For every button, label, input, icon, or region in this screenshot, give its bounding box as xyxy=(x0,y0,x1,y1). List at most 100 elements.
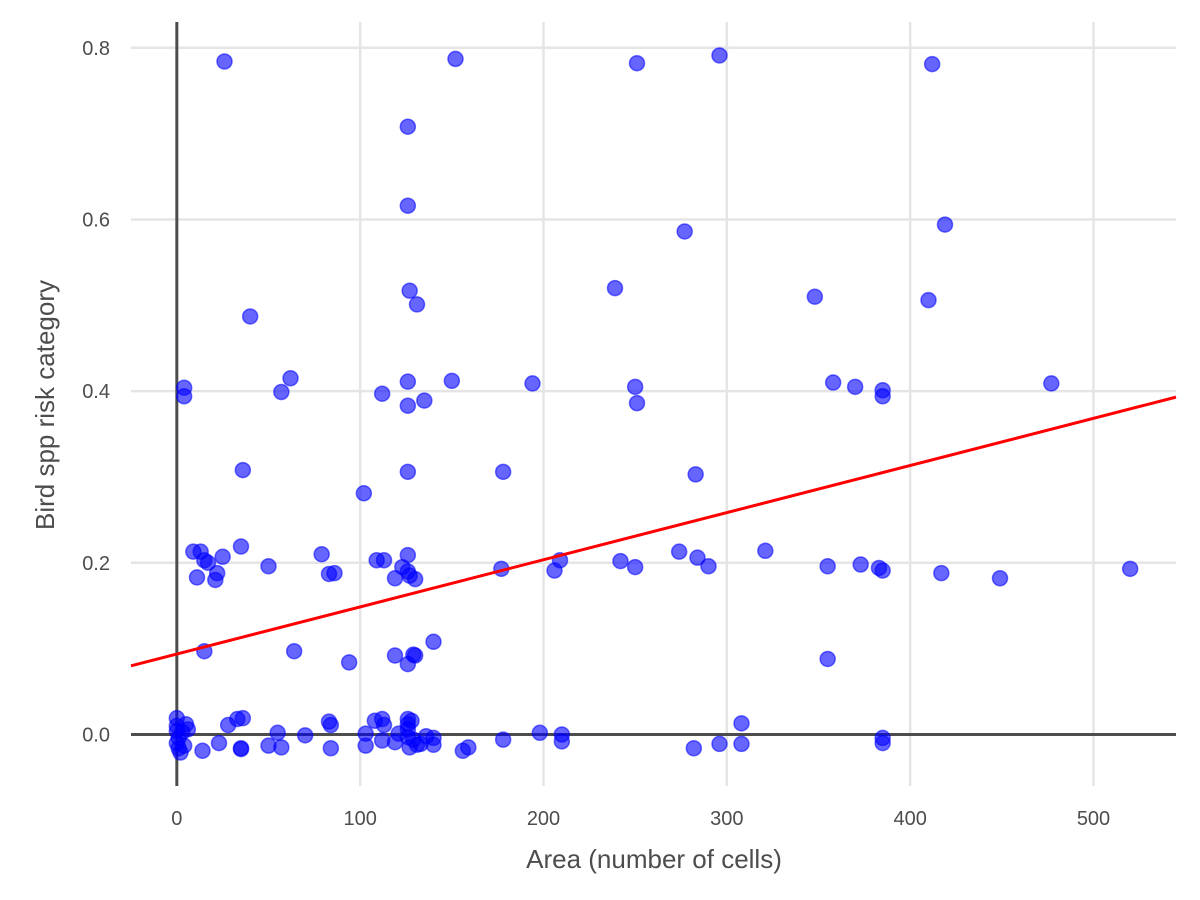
data-point xyxy=(373,385,391,402)
data-point xyxy=(416,392,433,409)
y-tick-label: 0.2 xyxy=(82,553,110,575)
data-point xyxy=(425,633,442,651)
data-point xyxy=(687,466,704,483)
data-point xyxy=(340,654,358,671)
data-point xyxy=(399,546,417,564)
data-point xyxy=(322,739,340,757)
data-point xyxy=(179,721,197,738)
data-point xyxy=(194,742,211,760)
data-point xyxy=(700,557,717,575)
x-tick-label: 100 xyxy=(343,808,376,830)
y-axis-title: Bird spp risk category xyxy=(30,280,60,530)
data-point xyxy=(626,558,644,576)
data-point xyxy=(357,737,374,754)
data-point xyxy=(399,197,417,214)
data-point xyxy=(920,291,937,309)
data-point xyxy=(273,383,290,401)
data-point xyxy=(208,564,226,582)
data-point xyxy=(628,54,646,72)
data-point xyxy=(933,564,950,582)
data-point xyxy=(991,570,1009,587)
data-point xyxy=(386,647,404,664)
data-point xyxy=(852,556,869,573)
y-tick-label: 0.6 xyxy=(82,209,110,231)
data-point xyxy=(460,739,477,756)
data-point xyxy=(175,737,193,754)
data-point xyxy=(447,50,464,68)
data-point xyxy=(874,388,891,405)
data-point xyxy=(273,739,290,756)
data-point xyxy=(628,394,646,412)
data-point xyxy=(322,716,340,734)
gridlines xyxy=(131,22,1176,786)
data-point xyxy=(375,551,393,569)
x-axis-ticks: 0 100 200 300 400 500 xyxy=(171,808,1110,830)
data-point xyxy=(234,709,252,727)
data-point xyxy=(670,543,688,560)
data-point xyxy=(1121,560,1139,578)
y-tick-label: 0.0 xyxy=(82,724,110,746)
data-point xyxy=(685,739,703,757)
data-point xyxy=(874,562,891,579)
data-point xyxy=(269,724,286,742)
data-points xyxy=(168,47,1139,761)
data-point xyxy=(846,378,864,396)
data-point xyxy=(923,55,941,73)
y-axis-ticks: 0.0 0.2 0.4 0.6 0.8 xyxy=(82,38,110,747)
plot-area xyxy=(130,22,1177,786)
data-point xyxy=(819,557,836,575)
data-point xyxy=(282,369,299,387)
data-point xyxy=(355,485,373,502)
data-point xyxy=(531,724,549,742)
data-point xyxy=(406,570,424,588)
data-point xyxy=(399,397,417,414)
reference-lines xyxy=(131,22,1176,786)
data-point xyxy=(399,373,417,390)
data-point xyxy=(874,734,891,752)
data-point xyxy=(676,223,693,240)
data-point xyxy=(403,712,420,730)
data-point xyxy=(553,733,571,750)
data-point xyxy=(214,548,231,566)
data-point xyxy=(260,557,277,575)
data-point xyxy=(234,461,252,479)
data-point xyxy=(216,53,233,70)
data-point xyxy=(626,378,644,396)
data-point xyxy=(806,288,824,305)
data-point xyxy=(733,715,750,732)
trend-line xyxy=(130,395,1177,668)
data-point xyxy=(232,740,250,758)
data-point xyxy=(399,463,417,481)
data-point xyxy=(375,716,393,734)
y-tick-label: 0.8 xyxy=(82,38,110,60)
x-tick-label: 500 xyxy=(1077,808,1110,830)
data-point xyxy=(326,564,343,582)
data-point xyxy=(936,216,954,233)
data-point xyxy=(612,552,629,570)
data-point xyxy=(711,47,728,64)
x-tick-label: 0 xyxy=(171,808,182,830)
data-point xyxy=(1043,375,1060,392)
data-point xyxy=(406,647,424,664)
data-point xyxy=(210,734,228,752)
data-point xyxy=(175,388,193,405)
data-point xyxy=(606,279,624,297)
data-point xyxy=(494,731,512,748)
data-point xyxy=(824,374,842,391)
data-point xyxy=(689,549,706,566)
data-point xyxy=(285,642,303,660)
data-point xyxy=(443,372,461,390)
data-point xyxy=(401,282,418,299)
x-axis-title: Area (number of cells) xyxy=(526,844,782,874)
x-tick-label: 400 xyxy=(893,808,926,830)
data-point xyxy=(524,375,541,392)
data-point xyxy=(494,463,512,481)
data-point xyxy=(408,296,426,313)
x-tick-label: 200 xyxy=(527,808,560,830)
data-point xyxy=(296,727,314,744)
data-point xyxy=(232,538,250,555)
data-point xyxy=(399,118,417,135)
data-point xyxy=(733,735,750,753)
trend-line-group xyxy=(130,395,1177,668)
